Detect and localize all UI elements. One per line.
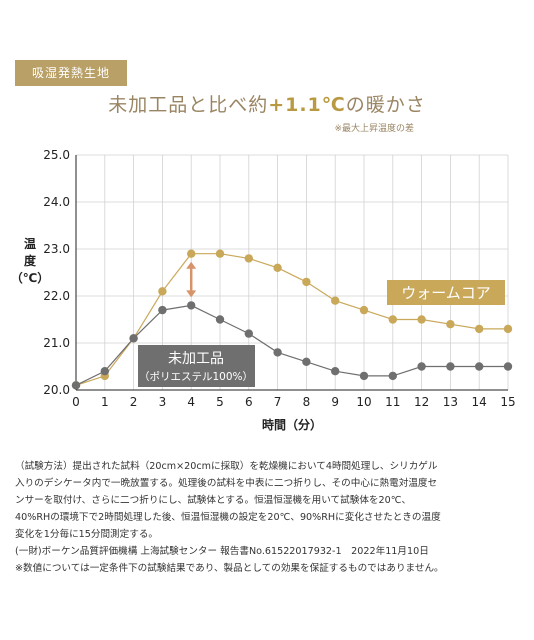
footer-line: （試験方法）提出された試料（20cm×20cmに採取）を乾燥機において4時間処理…: [15, 461, 438, 472]
data-point-warmcore: [331, 296, 340, 305]
y-tick-label: 25.0: [43, 148, 70, 162]
data-point-warmcore: [475, 324, 484, 334]
x-tick-label: 6: [245, 395, 253, 409]
legend-label-untreated: 未加工品: [168, 351, 224, 367]
footer-line: 40%RHの環境下で2時間処理した後、恒温恒湿機の設定を20℃、90%RHに変化…: [15, 512, 441, 523]
footer-line: ンサーを取付け、さらに二つ折りにし、試験体とする。恒温恒湿機を用いて試験体を20…: [15, 495, 412, 506]
data-point-warmcore: [158, 287, 167, 296]
data-point-untreated: [273, 348, 282, 357]
x-tick-label: 7: [274, 395, 282, 409]
data-point-untreated: [388, 371, 397, 381]
data-point-untreated: [71, 381, 81, 390]
y-tick-label: 24.0: [43, 195, 70, 209]
x-tick-label: 3: [159, 395, 167, 409]
data-point-untreated: [158, 305, 167, 315]
headline-prefix: 未加工品と比べ約: [108, 94, 269, 116]
x-tick-label: 13: [443, 395, 458, 409]
y-axis-label: （℃）: [11, 270, 50, 285]
x-tick-label: 1: [101, 395, 109, 409]
x-tick-label: 12: [414, 395, 429, 409]
x-tick-label: 15: [500, 395, 515, 409]
data-point-warmcore: [417, 315, 426, 324]
y-tick-label: 20.0: [43, 383, 70, 397]
data-point-warmcore: [388, 315, 397, 324]
x-axis-label: 時間（分）: [262, 417, 322, 432]
x-tick-label: 5: [216, 395, 224, 409]
x-tick-label: 4: [187, 395, 195, 409]
difference-arrow-head-up: [186, 261, 197, 269]
data-point-warmcore: [446, 320, 455, 329]
data-point-untreated: [215, 315, 225, 324]
data-point-warmcore: [302, 277, 311, 287]
footer-line: ※数値については一定条件下の試験結果であり、製品としての効果を保証するものではあ…: [15, 563, 444, 574]
headline-highlight: +1.1℃: [268, 94, 346, 116]
x-tick-label: 10: [356, 395, 371, 409]
footer-line: 変化を1分毎に15分間測定する。: [15, 529, 159, 540]
series-line-warmcore: [75, 253, 508, 386]
data-point-untreated: [187, 301, 196, 310]
category-badge: 吸湿発熱生地: [15, 60, 127, 86]
data-point-warmcore: [215, 249, 225, 258]
legend-label-warmcore: ウォームコア: [401, 284, 491, 302]
footer-line: 入りのデシケータ内で一晩放置する。処理後の試料を中表に二つ折りし、その中心に熱電…: [15, 478, 438, 489]
data-point-untreated: [129, 334, 138, 343]
data-point-warmcore: [503, 324, 513, 334]
x-tick-label: 2: [130, 395, 138, 409]
data-point-warmcore: [273, 263, 282, 272]
data-point-warmcore: [187, 249, 196, 258]
y-tick-label: 22.0: [43, 289, 70, 303]
difference-arrow-head-down: [186, 290, 197, 298]
data-point-untreated: [244, 329, 253, 338]
temperature-line-chart: 20.021.022.023.024.025.00 1 2 3 4 5 6 7 8 9 10 11 12…: [11, 148, 516, 432]
chart-note: ※最大上昇温度の差: [334, 124, 414, 134]
y-tick-label: 21.0: [43, 336, 70, 350]
x-tick-label: 9: [331, 395, 339, 409]
footer-line: (一財)ボーケン品質評価機構 上海試験センター 報告書No.6152201793…: [15, 546, 429, 557]
data-point-untreated: [417, 362, 426, 371]
data-point-untreated: [331, 367, 340, 376]
series-line-untreated: [75, 304, 508, 386]
headline-suffix: の暖かさ: [345, 94, 426, 116]
headline: 未加工品と比べ約+1.1℃の暖かさ: [0, 90, 534, 117]
x-tick-label: 14: [472, 395, 487, 409]
data-point-untreated: [475, 362, 484, 371]
data-point-untreated: [446, 362, 455, 371]
data-point-warmcore: [359, 305, 369, 315]
y-axis-label: 度: [24, 253, 37, 268]
x-tick-label: 11: [385, 395, 400, 409]
y-axis-label: 温: [24, 237, 36, 251]
data-point-untreated: [359, 371, 369, 381]
data-point-untreated: [503, 362, 513, 371]
data-point-warmcore: [244, 254, 253, 263]
x-tick-label: 0: [72, 395, 80, 409]
legend-sublabel-untreated: （ポリエステル100%）: [139, 371, 253, 383]
legend-box-untreated: [138, 345, 255, 387]
y-tick-label: 23.0: [43, 242, 70, 256]
data-point-untreated: [100, 367, 110, 376]
legend-box-warmcore: [387, 280, 505, 305]
data-point-untreated: [302, 357, 311, 366]
x-tick-label: 8: [303, 395, 311, 409]
footer-notes: （試験方法）提出された試料（20cm×20cmに採取）を乾燥機において4時間処理…: [15, 458, 521, 577]
